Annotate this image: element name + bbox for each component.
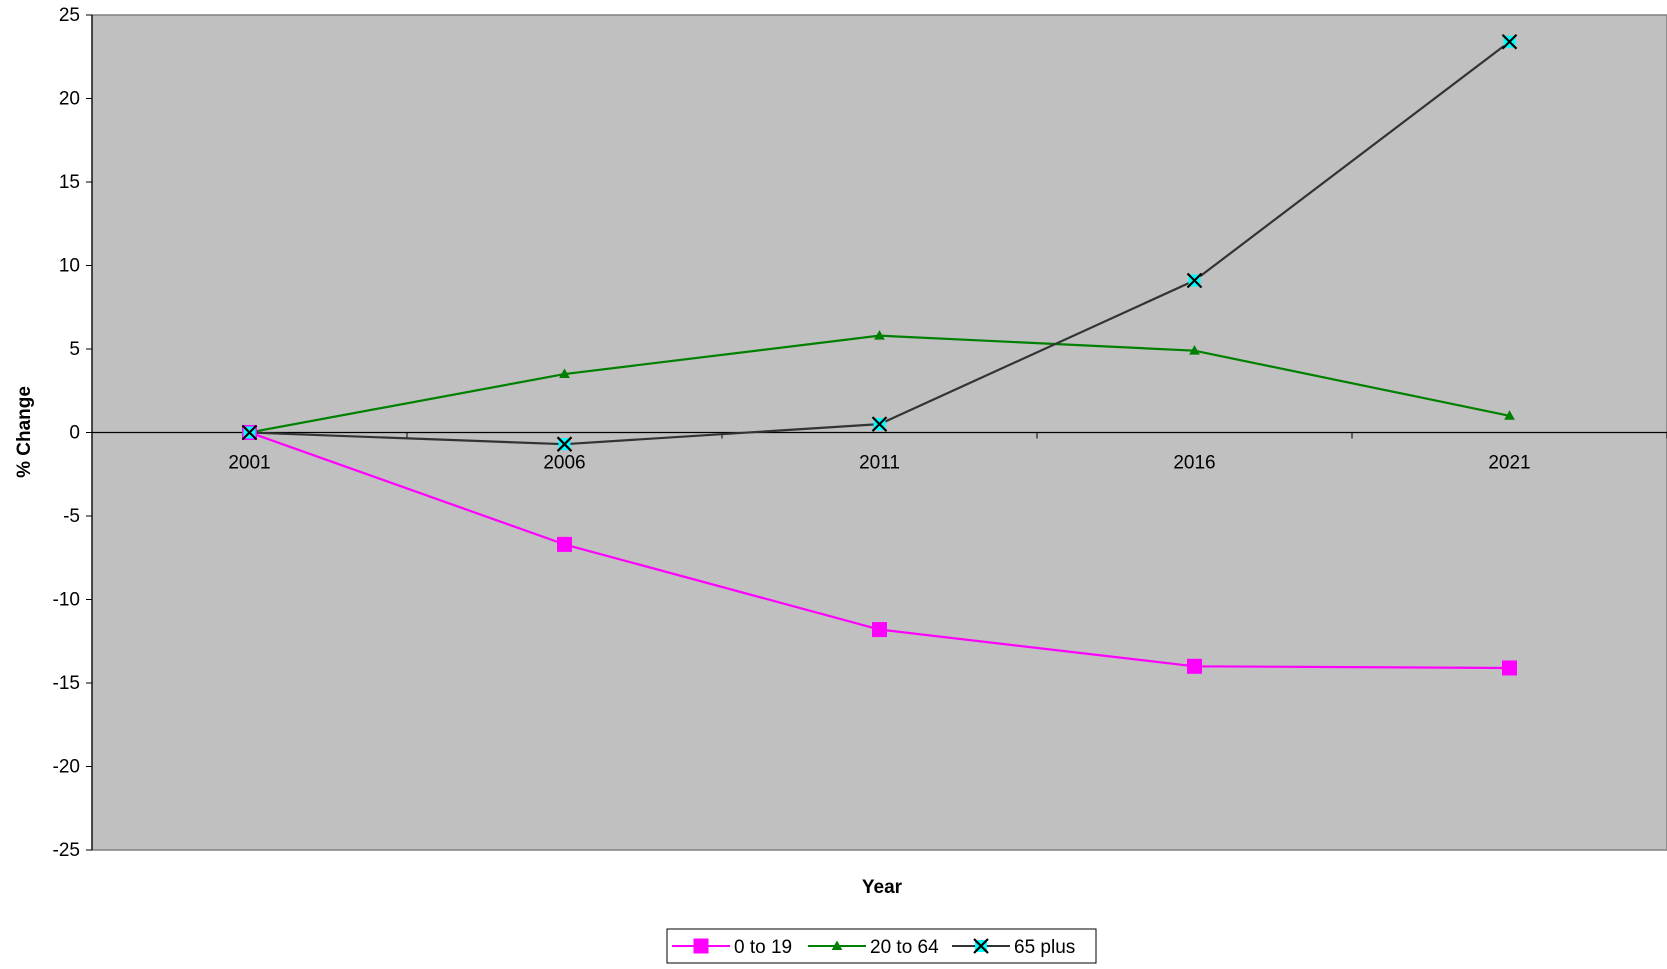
legend-label: 20 to 64 (870, 937, 939, 958)
data-point-s1-2 (874, 330, 885, 340)
legend: 0 to 19 20 to 64 65 plus (666, 928, 1097, 964)
data-point-s0-4 (1502, 660, 1517, 676)
legend-marker-swatch (831, 940, 843, 950)
axes: 25 20 15 10 5 0 -5 -10 -15 -20 -25 2001 2006 2011 2016… (53, 5, 1667, 861)
marker-cross-stroke (973, 938, 989, 954)
y-tick-label: -5 (63, 506, 80, 527)
y-axis-label: % Change (14, 386, 35, 478)
data-point-s2-4 (1501, 33, 1518, 50)
data-point-s2-0 (241, 424, 258, 441)
x-tick-label: 2006 (543, 453, 585, 474)
legend-marker-swatch (973, 938, 989, 954)
data-point-s2-3 (1186, 272, 1203, 289)
markers-group (241, 33, 1518, 676)
y-tick-label: 5 (69, 339, 80, 360)
x-axis-label: Year (862, 877, 903, 898)
data-point-s2-2 (871, 416, 888, 432)
x-tick-label: 2016 (1173, 453, 1215, 474)
data-point-s0-3 (1187, 658, 1202, 674)
x-tick-label: 2021 (1488, 453, 1530, 474)
data-point-s1-4 (1504, 410, 1515, 420)
legend-marker-swatch (693, 938, 709, 954)
data-point-s0-1 (557, 536, 572, 552)
x-tick-label: 2011 (859, 453, 900, 474)
y-tick-label: 15 (59, 172, 80, 193)
y-tick-label: 0 (69, 423, 80, 444)
x-tick-label: 2001 (228, 453, 270, 474)
marker-cross-stroke (1501, 33, 1518, 50)
data-point-s1-1 (559, 368, 570, 379)
y-tick-label: 25 (59, 5, 80, 26)
y-tick-label: 20 (59, 89, 80, 110)
y-tick-label: -25 (53, 840, 80, 861)
legend-item: 0 to 19 (672, 937, 792, 958)
y-tick-label: -10 (53, 590, 80, 611)
marker-cross-stroke (871, 416, 888, 432)
legend-item: 20 to 64 (808, 937, 939, 958)
marker-cross-stroke (1186, 272, 1203, 289)
legend-label: 65 plus (1014, 937, 1075, 958)
y-tick-label: -15 (53, 673, 80, 694)
legend-item: 65 plus (952, 937, 1075, 958)
marker-cross-stroke (556, 436, 573, 452)
data-point-s2-1 (556, 436, 573, 452)
y-tick-label: 10 (59, 256, 80, 277)
legend-box (666, 928, 1097, 964)
data-point-s0-2 (872, 622, 887, 638)
marker-cross-stroke (241, 424, 258, 441)
data-point-s1-3 (1189, 345, 1200, 355)
legend-label: 0 to 19 (734, 937, 792, 958)
y-tick-label: -20 (53, 757, 80, 778)
